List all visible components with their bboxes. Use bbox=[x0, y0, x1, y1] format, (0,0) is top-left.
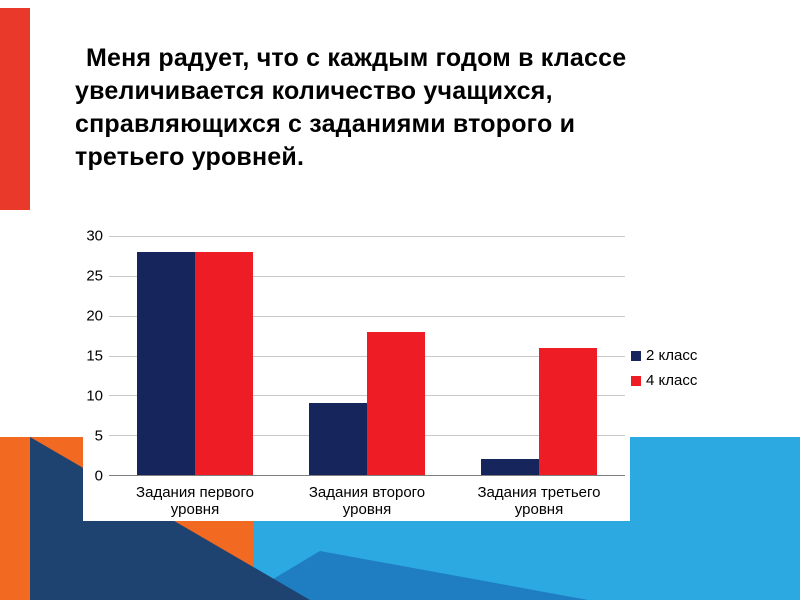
bar-group-2 bbox=[281, 236, 453, 475]
bars-container bbox=[109, 236, 625, 475]
y-tick-label: 10 bbox=[86, 387, 103, 405]
bar-group-3 bbox=[453, 236, 625, 475]
y-tick-label: 20 bbox=[86, 307, 103, 325]
legend-item: 4 класс bbox=[631, 372, 697, 389]
x-axis-labels: Задания первого уровня Задания второго ур… bbox=[109, 484, 625, 518]
bar-chart: 0 5 10 15 20 25 30 Задания первого уровня Задан… bbox=[83, 228, 630, 521]
bar-series1-group1 bbox=[137, 251, 195, 475]
x-category-label: Задания третьего уровня bbox=[477, 484, 601, 518]
x-category-label: Задания первого уровня bbox=[136, 484, 254, 518]
y-tick-label: 0 bbox=[94, 467, 103, 485]
slide-title: Меня радует, что с каждым годом в классе… bbox=[75, 44, 627, 171]
left-accent-bar bbox=[0, 8, 30, 210]
x-category-label: Задания второго уровня bbox=[308, 484, 426, 518]
bar-series1-group3 bbox=[481, 459, 539, 475]
bar-series2-group2 bbox=[367, 331, 425, 475]
y-tick-label: 25 bbox=[86, 267, 103, 285]
legend-swatch bbox=[631, 375, 641, 386]
gridline bbox=[109, 275, 625, 277]
legend-swatch bbox=[631, 350, 641, 361]
bar-series2-group1 bbox=[195, 251, 253, 475]
medium-blue-triangle bbox=[238, 551, 588, 600]
chart-plot-area bbox=[109, 236, 625, 476]
bar-group-1 bbox=[109, 236, 281, 475]
y-tick-label: 15 bbox=[86, 347, 103, 365]
y-tick-label: 5 bbox=[94, 427, 103, 445]
y-axis: 0 5 10 15 20 25 30 bbox=[83, 228, 107, 485]
gridline bbox=[109, 236, 625, 237]
chart-legend: 2 класс 4 класс bbox=[631, 347, 697, 389]
bar-series2-group3 bbox=[539, 347, 597, 475]
bar-series1-group2 bbox=[309, 403, 367, 475]
gridline bbox=[109, 315, 625, 317]
legend-label: 4 класс bbox=[646, 372, 698, 389]
y-tick-label: 30 bbox=[86, 227, 103, 245]
legend-item: 2 класс bbox=[631, 347, 697, 364]
legend-label: 2 класс bbox=[646, 347, 698, 364]
